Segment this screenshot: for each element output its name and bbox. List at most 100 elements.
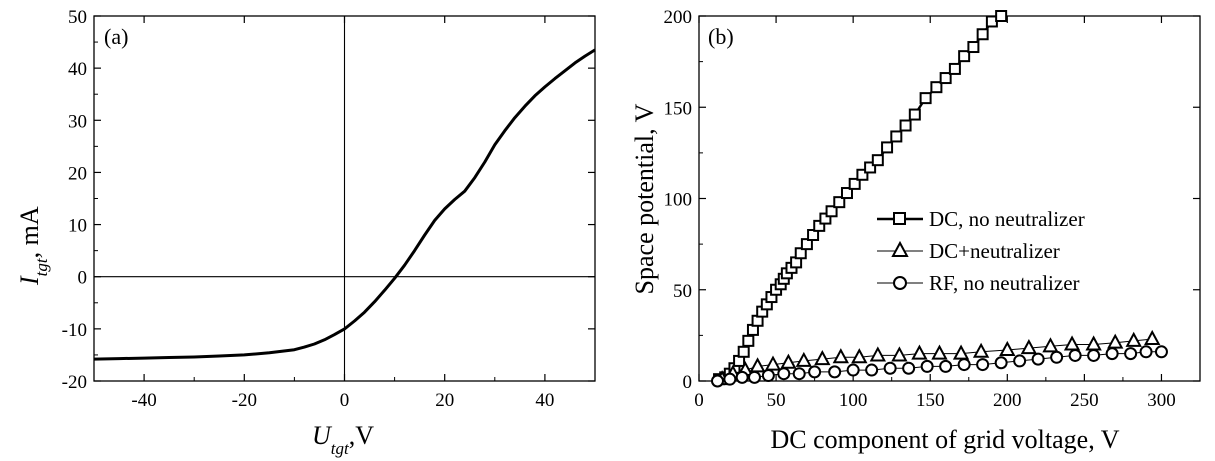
legend-label-dc-no-neutralizer: DC, no neutralizer bbox=[929, 207, 1085, 231]
panel-a-series bbox=[93, 48, 596, 361]
data-point-square bbox=[908, 108, 921, 121]
data-point-square bbox=[737, 345, 750, 358]
panel-b-ticks: 0 50 100 150 200 250 300 0 50 100 150 200 bbox=[664, 7, 1200, 411]
legend-marker-square bbox=[893, 212, 906, 225]
panel-b-x-tick-label: 100 bbox=[839, 390, 868, 411]
data-point-triangle bbox=[869, 346, 886, 362]
data-point-triangle bbox=[780, 353, 797, 369]
panel-b: 0 50 100 150 200 250 300 0 50 100 150 200 (b) DC co… bbox=[630, 7, 1201, 454]
data-point-circle bbox=[1124, 347, 1138, 361]
data-point-square bbox=[967, 41, 980, 54]
panel-a-x-tick-label: 20 bbox=[435, 390, 454, 411]
data-point-circle bbox=[761, 369, 775, 383]
panel-b-y-tick-label: 100 bbox=[664, 190, 693, 211]
data-point-circle bbox=[1031, 352, 1045, 366]
data-point-triangle bbox=[851, 348, 868, 364]
data-point-square bbox=[939, 72, 952, 85]
panel-b-x-tick-label: 250 bbox=[1070, 390, 1099, 411]
data-point-triangle bbox=[1085, 335, 1102, 351]
panel-a-iv-curve bbox=[93, 48, 596, 361]
data-point-triangle bbox=[1144, 329, 1161, 346]
data-point-circle bbox=[920, 359, 934, 373]
panel-b-y-tick-label: 50 bbox=[673, 281, 692, 302]
data-point-circle bbox=[747, 370, 761, 384]
data-point-square bbox=[813, 219, 826, 232]
data-point-square bbox=[833, 196, 846, 209]
legend-label-dc-neutralizer: DC+neutralizer bbox=[929, 239, 1060, 263]
data-point-triangle bbox=[764, 355, 782, 371]
legend-item-dc-neutralizer: DC+neutralizer bbox=[877, 239, 1060, 263]
data-point-square bbox=[840, 187, 853, 200]
legend-marker-triangle bbox=[891, 240, 909, 257]
data-point-triangle bbox=[795, 351, 813, 367]
panel-b-x-tick-label: 150 bbox=[916, 390, 945, 411]
data-point-square bbox=[800, 238, 813, 251]
panel-a-y-tick-label: 10 bbox=[68, 216, 87, 237]
data-point-circle bbox=[1139, 345, 1153, 359]
data-point-circle bbox=[1105, 347, 1119, 361]
data-point-circle bbox=[1087, 348, 1101, 362]
panel-b-legend: DC, no neutralizer DC+neutralizer RF, no… bbox=[877, 207, 1085, 295]
data-point-square bbox=[856, 168, 869, 181]
legend-item-dc-no-neutralizer: DC, no neutralizer bbox=[877, 207, 1085, 231]
panel-a-y-tick-label: 20 bbox=[68, 163, 87, 184]
panel-a-y-axis-label: Itgt, mA bbox=[15, 206, 51, 286]
data-point-square bbox=[742, 334, 755, 347]
data-point-triangle bbox=[1107, 333, 1124, 349]
panel-b-y-tick-label: 200 bbox=[664, 7, 693, 28]
panel-a-zero-lines bbox=[94, 16, 595, 381]
panel-b-x-tick-label: 50 bbox=[767, 390, 786, 411]
data-point-square bbox=[919, 92, 932, 105]
data-point-triangle bbox=[832, 348, 850, 364]
panel-a-y-tick-label: 50 bbox=[68, 7, 87, 28]
panel-a-x-tick-label: -20 bbox=[232, 390, 257, 411]
panel-b-x-tick-label: 0 bbox=[694, 390, 704, 411]
data-point-circle bbox=[1068, 348, 1082, 362]
panel-b-x-tick-label: 200 bbox=[993, 390, 1022, 411]
data-point-circle bbox=[994, 356, 1008, 370]
data-point-square bbox=[794, 247, 807, 260]
legend-marker-circle bbox=[893, 276, 907, 290]
data-point-square bbox=[881, 141, 894, 154]
panel-b-x-tick-label: 300 bbox=[1147, 390, 1176, 411]
panel-a-label: (a) bbox=[104, 24, 128, 49]
data-point-triangle bbox=[891, 346, 908, 362]
panel-a-x-tick-label: -40 bbox=[131, 390, 156, 411]
data-point-circle bbox=[976, 358, 990, 372]
data-point-circle bbox=[865, 363, 879, 377]
data-point-circle bbox=[1013, 354, 1027, 368]
data-point-circle bbox=[939, 359, 953, 373]
data-point-square bbox=[995, 10, 1008, 22]
data-point-triangle bbox=[931, 344, 948, 360]
panel-b-y-axis-label: Space potential, V bbox=[630, 103, 659, 294]
data-point-triangle bbox=[999, 340, 1016, 356]
data-point-circle bbox=[828, 365, 842, 379]
panel-a-y-tick-label: 40 bbox=[68, 59, 87, 80]
data-point-triangle bbox=[911, 344, 928, 360]
data-point-square bbox=[864, 161, 877, 174]
panel-a-y-tick-label: -20 bbox=[62, 372, 87, 393]
data-point-circle bbox=[957, 358, 971, 372]
panel-a-y-tick-label: -10 bbox=[62, 320, 87, 341]
data-point-triangle bbox=[1125, 331, 1142, 347]
data-point-triangle bbox=[952, 344, 970, 360]
data-point-square bbox=[871, 154, 884, 167]
panel-a-x-axis-label: Utgt,V bbox=[312, 421, 374, 458]
data-point-triangle bbox=[972, 342, 990, 358]
data-point-triangle bbox=[814, 350, 831, 366]
data-point-triangle bbox=[1020, 339, 1038, 355]
panel-a-ticks: -40 -20 0 20 40 -20 -10 0 10 20 30 40 50 bbox=[62, 7, 595, 411]
data-point-triangle bbox=[749, 357, 766, 373]
data-point-triangle bbox=[1042, 337, 1059, 353]
legend-item-rf-no-neutralizer: RF, no neutralizer bbox=[877, 271, 1080, 295]
data-point-square bbox=[930, 81, 943, 94]
data-point-square bbox=[890, 130, 903, 143]
panel-a-x-tick-label: 40 bbox=[535, 390, 554, 411]
data-point-triangle bbox=[1063, 335, 1081, 351]
data-point-circle bbox=[792, 367, 806, 381]
legend-label-rf-no-neutralizer: RF, no neutralizer bbox=[929, 271, 1080, 295]
data-point-square bbox=[819, 212, 832, 225]
panel-a-x-tick-label: 0 bbox=[340, 390, 350, 411]
